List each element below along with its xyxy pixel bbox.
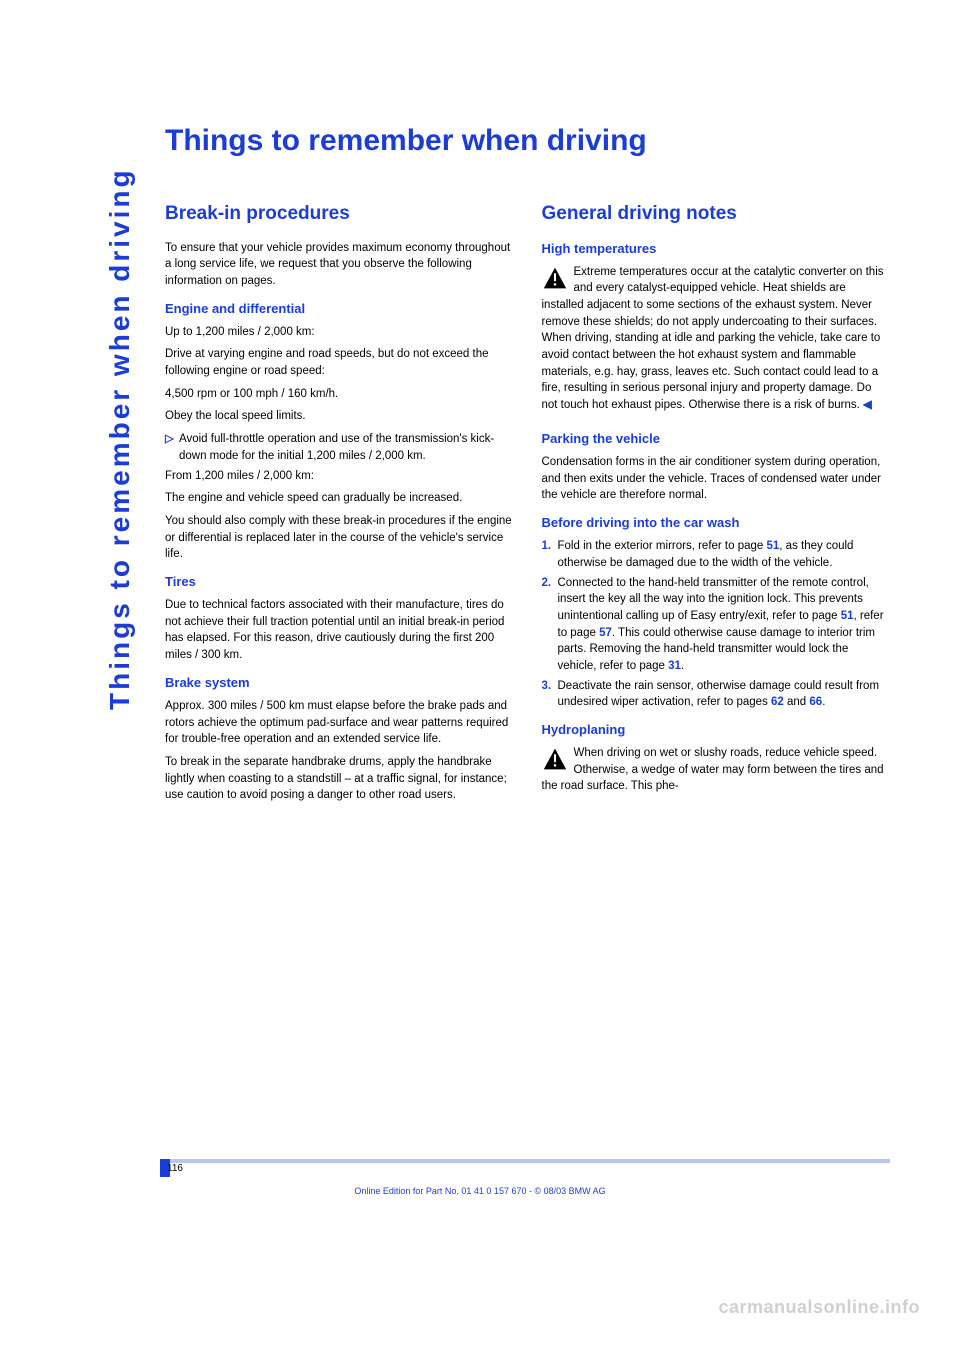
para: Obey the local speed limits. <box>165 408 514 425</box>
heading-breakin: Break-in procedures <box>165 201 514 228</box>
text-fragment: Fold in the exterior mirrors, refer to p… <box>558 540 767 552</box>
sidebar-vertical-label: Things to remember when driving <box>100 167 139 710</box>
right-column: General driving notes High temperatures … <box>542 197 891 810</box>
text-fragment: Deactivate the rain sensor, otherwise da… <box>558 680 880 709</box>
para-text: When driving on wet or slushy roads, red… <box>542 747 884 792</box>
two-column-layout: Break-in procedures To ensure that your … <box>165 197 890 810</box>
para: Up to 1,200 miles / 2,000 km: <box>165 324 514 341</box>
heading-hydroplaning: Hydroplaning <box>542 721 891 739</box>
page-number: 116 <box>167 1162 183 1176</box>
heading-engine: Engine and differential <box>165 300 514 318</box>
content-area: Things to remember when driving Break-in… <box>165 120 890 810</box>
heading-brake: Brake system <box>165 674 514 692</box>
list-item: 1. Fold in the exterior mirrors, refer t… <box>542 538 891 571</box>
para: To break in the separate handbrake drums… <box>165 754 514 804</box>
list-item: 2. Connected to the hand-held transmitte… <box>542 575 891 675</box>
para: Condensation forms in the air conditione… <box>542 454 891 504</box>
footer-divider <box>160 1159 890 1163</box>
para: Drive at varying engine and road speeds,… <box>165 346 514 379</box>
footer-copyright: Online Edition for Part No. 01 41 0 157 … <box>0 1185 960 1198</box>
text-fragment: and <box>784 696 810 708</box>
para-warning: Extreme temperatures occur at the cataly… <box>542 264 891 414</box>
page-ref-link[interactable]: 51 <box>767 540 780 552</box>
left-column: Break-in procedures To ensure that your … <box>165 197 514 810</box>
page-ref-link[interactable]: 57 <box>599 627 612 639</box>
para: Due to technical factors associated with… <box>165 597 514 664</box>
list-text: Connected to the hand-held transmitter o… <box>558 575 891 675</box>
list-number: 3. <box>542 678 558 711</box>
list-item: 3. Deactivate the rain sensor, otherwise… <box>542 678 891 711</box>
page-ref-link[interactable]: 31 <box>668 660 681 672</box>
bullet-text: Avoid full-throttle operation and use of… <box>179 431 514 464</box>
page-ref-link[interactable]: 66 <box>809 696 822 708</box>
para: 4,500 rpm or 100 mph / 160 km/h. <box>165 386 514 403</box>
para: To ensure that your vehicle provides max… <box>165 240 514 290</box>
warning-icon <box>542 266 568 290</box>
bullet-marker-icon: ▷ <box>165 431 179 464</box>
page-ref-link[interactable]: 51 <box>841 610 854 622</box>
heading-general: General driving notes <box>542 201 891 228</box>
list-number: 1. <box>542 538 558 571</box>
watermark: carmanualsonline.info <box>718 1295 920 1320</box>
heading-tires: Tires <box>165 573 514 591</box>
end-marker-icon: ◀ <box>863 399 872 411</box>
list-text: Fold in the exterior mirrors, refer to p… <box>558 538 891 571</box>
para-warning: When driving on wet or slushy roads, red… <box>542 745 891 795</box>
text-fragment: Connected to the hand-held transmitter o… <box>558 577 869 622</box>
page-ref-link[interactable]: 62 <box>771 696 784 708</box>
bullet-item: ▷ Avoid full-throttle operation and use … <box>165 431 514 464</box>
warning-icon <box>542 747 568 771</box>
text-fragment: . <box>681 660 684 672</box>
heading-hitemp: High temperatures <box>542 240 891 258</box>
para: From 1,200 miles / 2,000 km: <box>165 468 514 485</box>
heading-parking: Parking the vehicle <box>542 430 891 448</box>
para-text: Extreme temperatures occur at the cataly… <box>542 266 884 411</box>
text-fragment: . <box>822 696 825 708</box>
para: Approx. 300 miles / 500 km must elapse b… <box>165 698 514 748</box>
page-title: Things to remember when driving <box>165 120 890 162</box>
heading-carwash: Before driving into the car wash <box>542 514 891 532</box>
list-number: 2. <box>542 575 558 675</box>
para: You should also comply with these break-… <box>165 513 514 563</box>
para: The engine and vehicle speed can gradual… <box>165 490 514 507</box>
list-text: Deactivate the rain sensor, otherwise da… <box>558 678 891 711</box>
